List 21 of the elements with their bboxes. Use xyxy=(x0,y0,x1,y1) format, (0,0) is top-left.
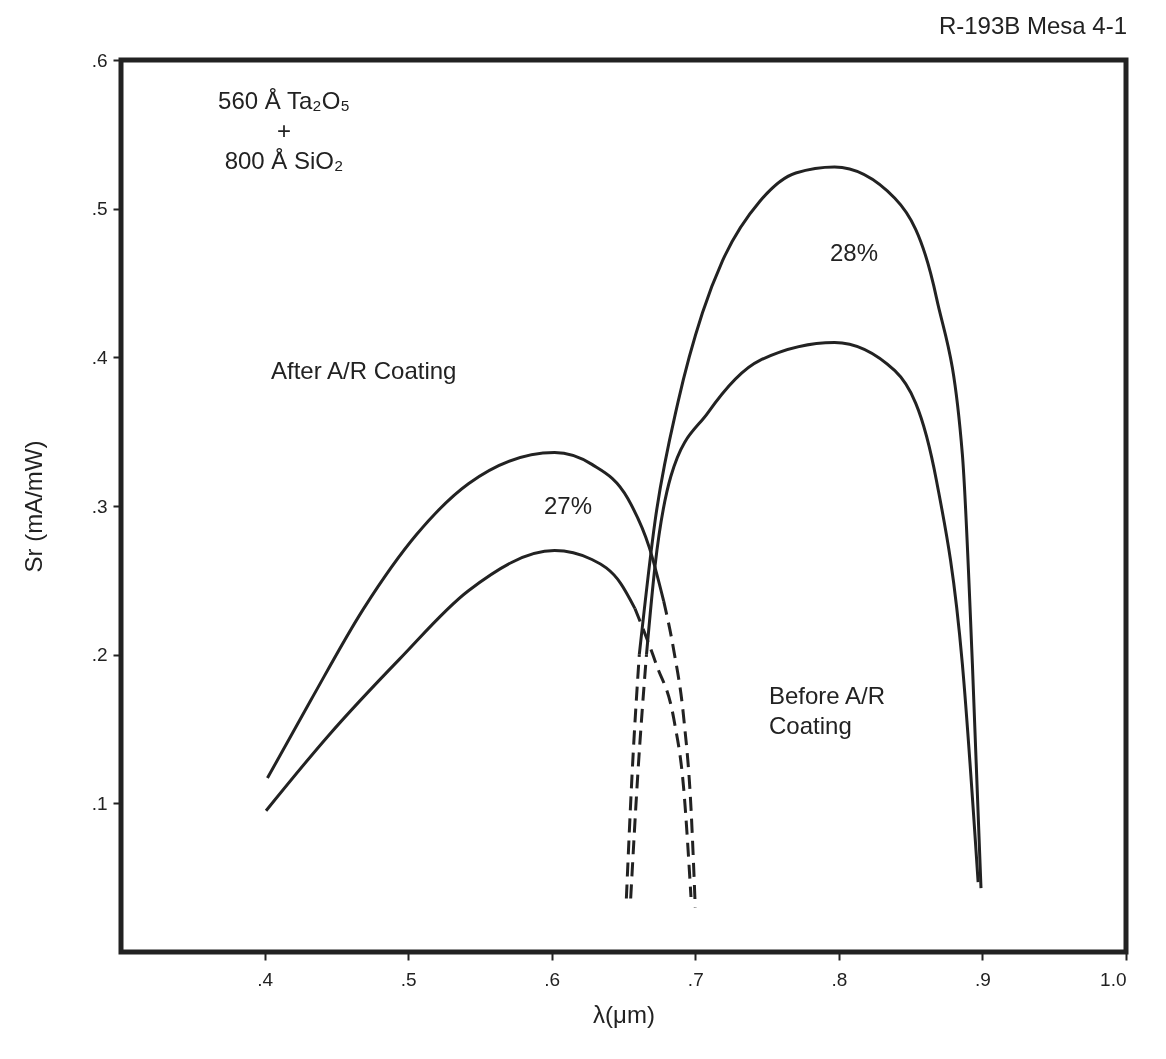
annotation: 560 Å Ta₂O₅ + 800 Å SiO₂ xyxy=(218,87,350,174)
y-tick-label: .2 xyxy=(91,644,108,666)
y-tick-label: .6 xyxy=(91,49,108,71)
y-tick-label: .1 xyxy=(91,792,108,814)
annotation: 27% xyxy=(543,492,593,519)
x-tick-label: 1.0 xyxy=(1100,968,1127,990)
y-tick-label: .5 xyxy=(91,198,108,220)
x-tick-label: .4 xyxy=(257,968,274,990)
y-tick-label: .4 xyxy=(91,346,108,368)
y-tick-label: .3 xyxy=(91,495,108,517)
annotation: 28% xyxy=(829,239,879,266)
x-tick-label: .9 xyxy=(975,968,991,990)
annotation: Before A/R Coating xyxy=(769,682,886,739)
x-tick-label: .5 xyxy=(400,968,417,990)
y-axis-title: Sr (mA/mW) xyxy=(19,440,47,573)
x-axis-title: λ(μm) xyxy=(593,1000,655,1028)
chart-title: R-193B Mesa 4-1 xyxy=(938,12,1127,39)
annotation: After A/R Coating xyxy=(271,357,457,384)
x-tick-label: .8 xyxy=(831,968,848,990)
x-tick-label: .7 xyxy=(687,968,704,990)
x-tick-label: .6 xyxy=(544,968,561,990)
